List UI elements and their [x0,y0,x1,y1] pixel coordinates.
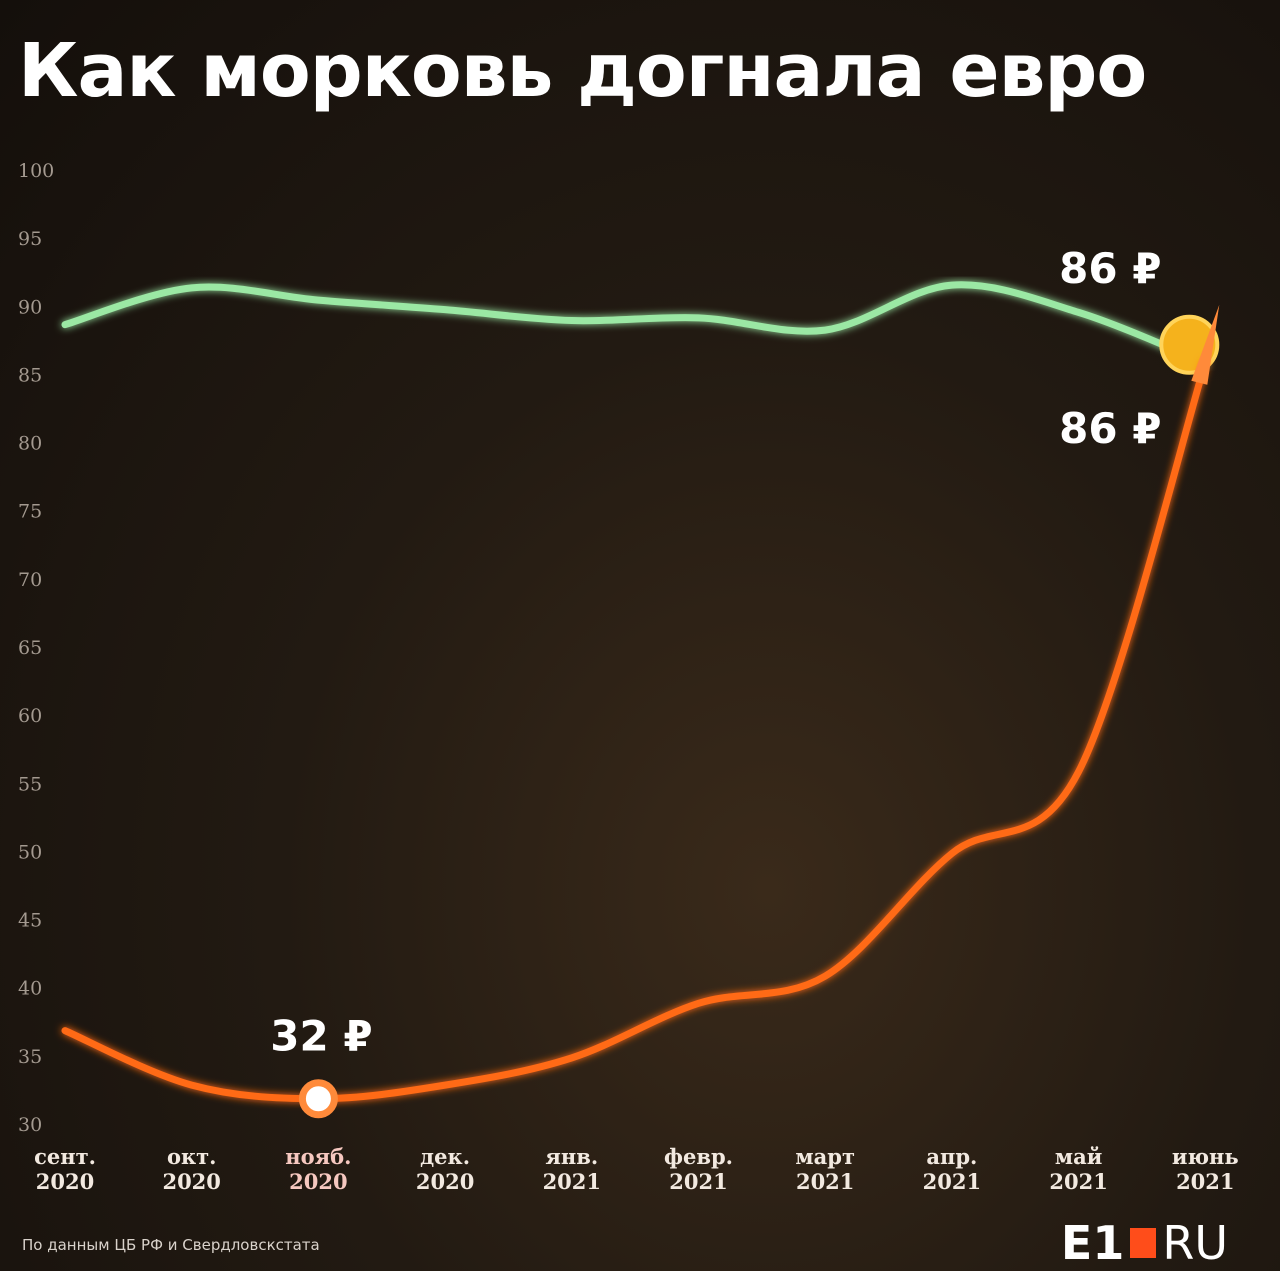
x-tick-label: май 2021 [1049,1144,1108,1194]
y-tick-label: 55 [18,773,42,795]
x-tick-label: февр. 2021 [664,1144,733,1194]
x-tick-label: июнь 2021 [1171,1144,1239,1194]
x-tick-label: окт. 2020 [162,1144,221,1194]
y-tick-label: 95 [18,228,42,250]
y-tick-label: 75 [18,501,42,523]
carrot-marker [1191,304,1220,385]
y-tick-label: 80 [18,433,42,455]
logo-text: E1 [1060,1216,1125,1270]
series-line [61,281,1209,367]
y-tick-label: 65 [18,637,42,659]
source-note: По данным ЦБ РФ и Свердловскстата [22,1236,320,1254]
y-tick-label: 60 [18,705,42,727]
logo-square [1130,1228,1157,1258]
x-tick-label: март 2021 [795,1144,855,1194]
value-label: 86 ₽ [1059,404,1161,453]
y-tick-label: 30 [18,1114,42,1136]
x-tick-label: апр. 2021 [922,1144,982,1194]
logo: E1 RU [1061,1216,1228,1270]
x-tick-label: янв. 2021 [542,1144,602,1194]
x-tick-label: сент. 2020 [34,1144,96,1194]
value-label: 32 ₽ [270,1012,372,1061]
logo-text: RU [1162,1216,1228,1270]
point-marker [298,1079,338,1119]
y-tick-label: 40 [18,978,42,1000]
x-tick-label: дек. 2020 [415,1144,475,1194]
y-tick-label: 50 [18,841,42,863]
y-tick-label: 100 [18,160,54,182]
y-tick-label: 70 [18,569,42,591]
x-tick-label: нояб. 2020 [285,1144,352,1194]
series-line [61,359,1209,1103]
y-tick-label: 35 [18,1046,42,1068]
chart-title: Как морковь догнала евро [18,28,1147,114]
value-label: 86 ₽ [1059,244,1161,293]
y-tick-label: 90 [18,296,42,318]
y-tick-label: 85 [18,364,42,386]
y-tick-label: 45 [18,910,42,932]
